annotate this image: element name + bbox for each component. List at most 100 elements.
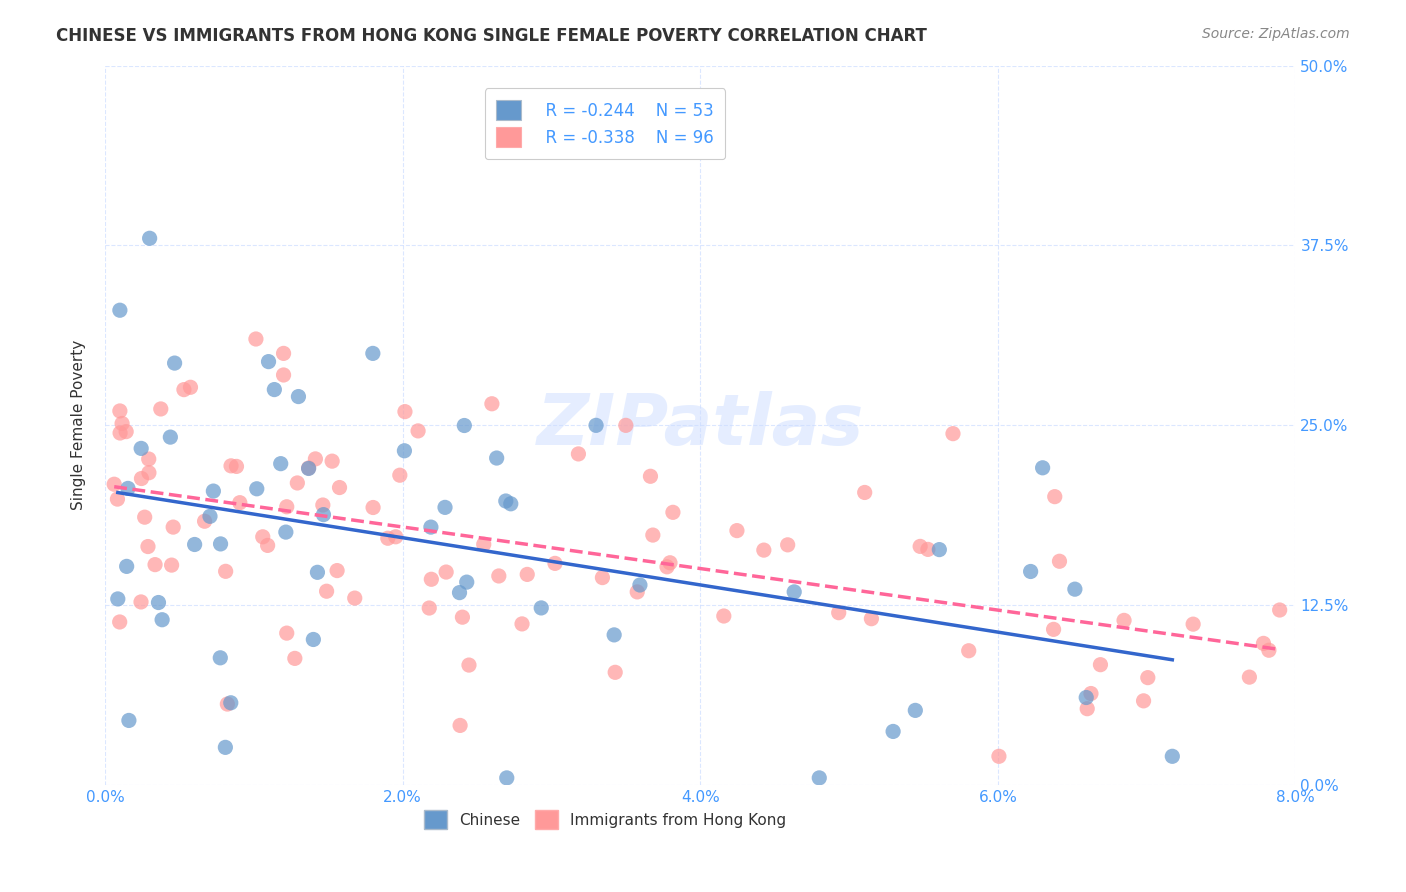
Point xyxy=(725,524,748,538)
Point xyxy=(302,632,325,647)
Point xyxy=(143,558,166,572)
Point xyxy=(1132,694,1154,708)
Point xyxy=(1063,582,1085,597)
Point xyxy=(603,628,626,642)
Point xyxy=(149,401,172,416)
Point xyxy=(246,482,269,496)
Point xyxy=(928,542,950,557)
Point xyxy=(713,609,735,624)
Point xyxy=(488,569,510,583)
Point xyxy=(1182,617,1205,632)
Point xyxy=(420,572,443,586)
Point xyxy=(882,724,904,739)
Point xyxy=(162,520,184,534)
Point xyxy=(605,665,627,680)
Point xyxy=(384,530,406,544)
Point xyxy=(138,452,160,467)
Point xyxy=(361,500,384,515)
Point xyxy=(1042,623,1064,637)
Point xyxy=(530,601,553,615)
Point xyxy=(456,575,478,590)
Point xyxy=(219,458,242,473)
Point xyxy=(179,380,201,394)
Point xyxy=(659,556,682,570)
Point xyxy=(394,404,416,418)
Point xyxy=(103,477,125,491)
Point xyxy=(256,538,278,552)
Point xyxy=(434,565,457,579)
Point xyxy=(495,494,517,508)
Point xyxy=(783,585,806,599)
Point xyxy=(853,485,876,500)
Point xyxy=(472,537,495,551)
Point xyxy=(129,442,152,456)
Point xyxy=(108,615,131,629)
Point xyxy=(516,567,538,582)
Point xyxy=(957,644,980,658)
Point xyxy=(131,471,153,485)
Point xyxy=(1019,565,1042,579)
Point xyxy=(614,418,637,433)
Point xyxy=(214,740,236,755)
Point xyxy=(134,510,156,524)
Point xyxy=(987,749,1010,764)
Point xyxy=(209,537,232,551)
Point xyxy=(626,585,648,599)
Point xyxy=(567,447,589,461)
Point xyxy=(458,658,481,673)
Point xyxy=(214,565,236,579)
Point xyxy=(287,390,309,404)
Point xyxy=(917,542,939,557)
Point xyxy=(307,566,329,580)
Point xyxy=(312,498,335,512)
Point xyxy=(1161,749,1184,764)
Point xyxy=(229,496,252,510)
Point xyxy=(434,500,457,515)
Point xyxy=(194,514,217,528)
Point xyxy=(377,531,399,545)
Point xyxy=(257,354,280,368)
Point xyxy=(394,443,416,458)
Point xyxy=(495,771,517,785)
Point xyxy=(148,595,170,609)
Point xyxy=(908,540,931,554)
Point xyxy=(198,509,221,524)
Point xyxy=(219,696,242,710)
Point xyxy=(510,616,533,631)
Point xyxy=(591,571,613,585)
Point xyxy=(160,558,183,573)
Point xyxy=(418,601,440,615)
Point xyxy=(274,525,297,540)
Point xyxy=(1253,636,1275,650)
Point xyxy=(159,430,181,444)
Point xyxy=(273,346,295,360)
Legend: Chinese, Immigrants from Hong Kong: Chinese, Immigrants from Hong Kong xyxy=(418,805,793,835)
Point xyxy=(628,578,651,592)
Point xyxy=(117,482,139,496)
Point xyxy=(1080,687,1102,701)
Point xyxy=(1076,701,1098,715)
Point xyxy=(343,591,366,606)
Point xyxy=(1112,614,1135,628)
Point xyxy=(1049,554,1071,568)
Point xyxy=(108,303,131,318)
Point xyxy=(270,457,292,471)
Point xyxy=(136,540,159,554)
Point xyxy=(1090,657,1112,672)
Point xyxy=(1257,643,1279,657)
Point xyxy=(485,450,508,465)
Point xyxy=(388,468,411,483)
Point xyxy=(115,425,138,439)
Point xyxy=(321,454,343,468)
Point xyxy=(481,397,503,411)
Point xyxy=(202,484,225,499)
Point xyxy=(904,703,927,717)
Point xyxy=(860,612,883,626)
Point xyxy=(776,538,799,552)
Point xyxy=(304,451,326,466)
Point xyxy=(138,231,160,245)
Point xyxy=(315,584,337,599)
Point xyxy=(245,332,267,346)
Point xyxy=(183,537,205,551)
Point xyxy=(1032,460,1054,475)
